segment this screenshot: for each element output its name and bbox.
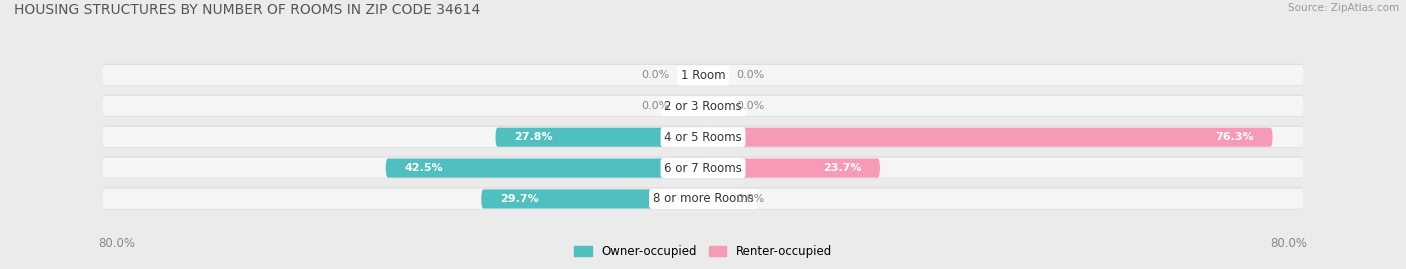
- Text: 23.7%: 23.7%: [823, 163, 862, 173]
- FancyBboxPatch shape: [385, 158, 703, 178]
- FancyBboxPatch shape: [103, 125, 1303, 148]
- Text: 0.0%: 0.0%: [737, 194, 765, 204]
- Text: 27.8%: 27.8%: [515, 132, 553, 142]
- Text: 4 or 5 Rooms: 4 or 5 Rooms: [664, 131, 742, 144]
- Text: 0.0%: 0.0%: [737, 101, 765, 111]
- FancyBboxPatch shape: [703, 189, 725, 208]
- FancyBboxPatch shape: [703, 66, 725, 85]
- FancyBboxPatch shape: [103, 156, 1303, 179]
- FancyBboxPatch shape: [703, 97, 725, 116]
- FancyBboxPatch shape: [103, 127, 1303, 147]
- Text: 1 Room: 1 Room: [681, 69, 725, 82]
- FancyBboxPatch shape: [103, 65, 1303, 85]
- FancyBboxPatch shape: [481, 189, 703, 208]
- FancyBboxPatch shape: [703, 158, 880, 178]
- Text: HOUSING STRUCTURES BY NUMBER OF ROOMS IN ZIP CODE 34614: HOUSING STRUCTURES BY NUMBER OF ROOMS IN…: [14, 3, 481, 17]
- Text: 0.0%: 0.0%: [737, 70, 765, 80]
- FancyBboxPatch shape: [103, 95, 1303, 117]
- Legend: Owner-occupied, Renter-occupied: Owner-occupied, Renter-occupied: [569, 241, 837, 263]
- Text: 2 or 3 Rooms: 2 or 3 Rooms: [664, 100, 742, 113]
- FancyBboxPatch shape: [681, 66, 703, 85]
- Text: 29.7%: 29.7%: [501, 194, 538, 204]
- FancyBboxPatch shape: [103, 96, 1303, 116]
- Text: 80.0%: 80.0%: [98, 237, 135, 250]
- FancyBboxPatch shape: [103, 64, 1303, 86]
- Text: Source: ZipAtlas.com: Source: ZipAtlas.com: [1288, 3, 1399, 13]
- FancyBboxPatch shape: [703, 128, 1272, 147]
- Text: 80.0%: 80.0%: [1271, 237, 1308, 250]
- Text: 76.3%: 76.3%: [1215, 132, 1254, 142]
- Text: 0.0%: 0.0%: [641, 101, 669, 111]
- FancyBboxPatch shape: [103, 158, 1303, 178]
- Text: 0.0%: 0.0%: [641, 70, 669, 80]
- FancyBboxPatch shape: [103, 189, 1303, 209]
- Text: 6 or 7 Rooms: 6 or 7 Rooms: [664, 162, 742, 175]
- FancyBboxPatch shape: [681, 97, 703, 116]
- FancyBboxPatch shape: [103, 187, 1303, 210]
- Text: 8 or more Rooms: 8 or more Rooms: [652, 192, 754, 206]
- FancyBboxPatch shape: [495, 128, 703, 147]
- Text: 42.5%: 42.5%: [405, 163, 443, 173]
